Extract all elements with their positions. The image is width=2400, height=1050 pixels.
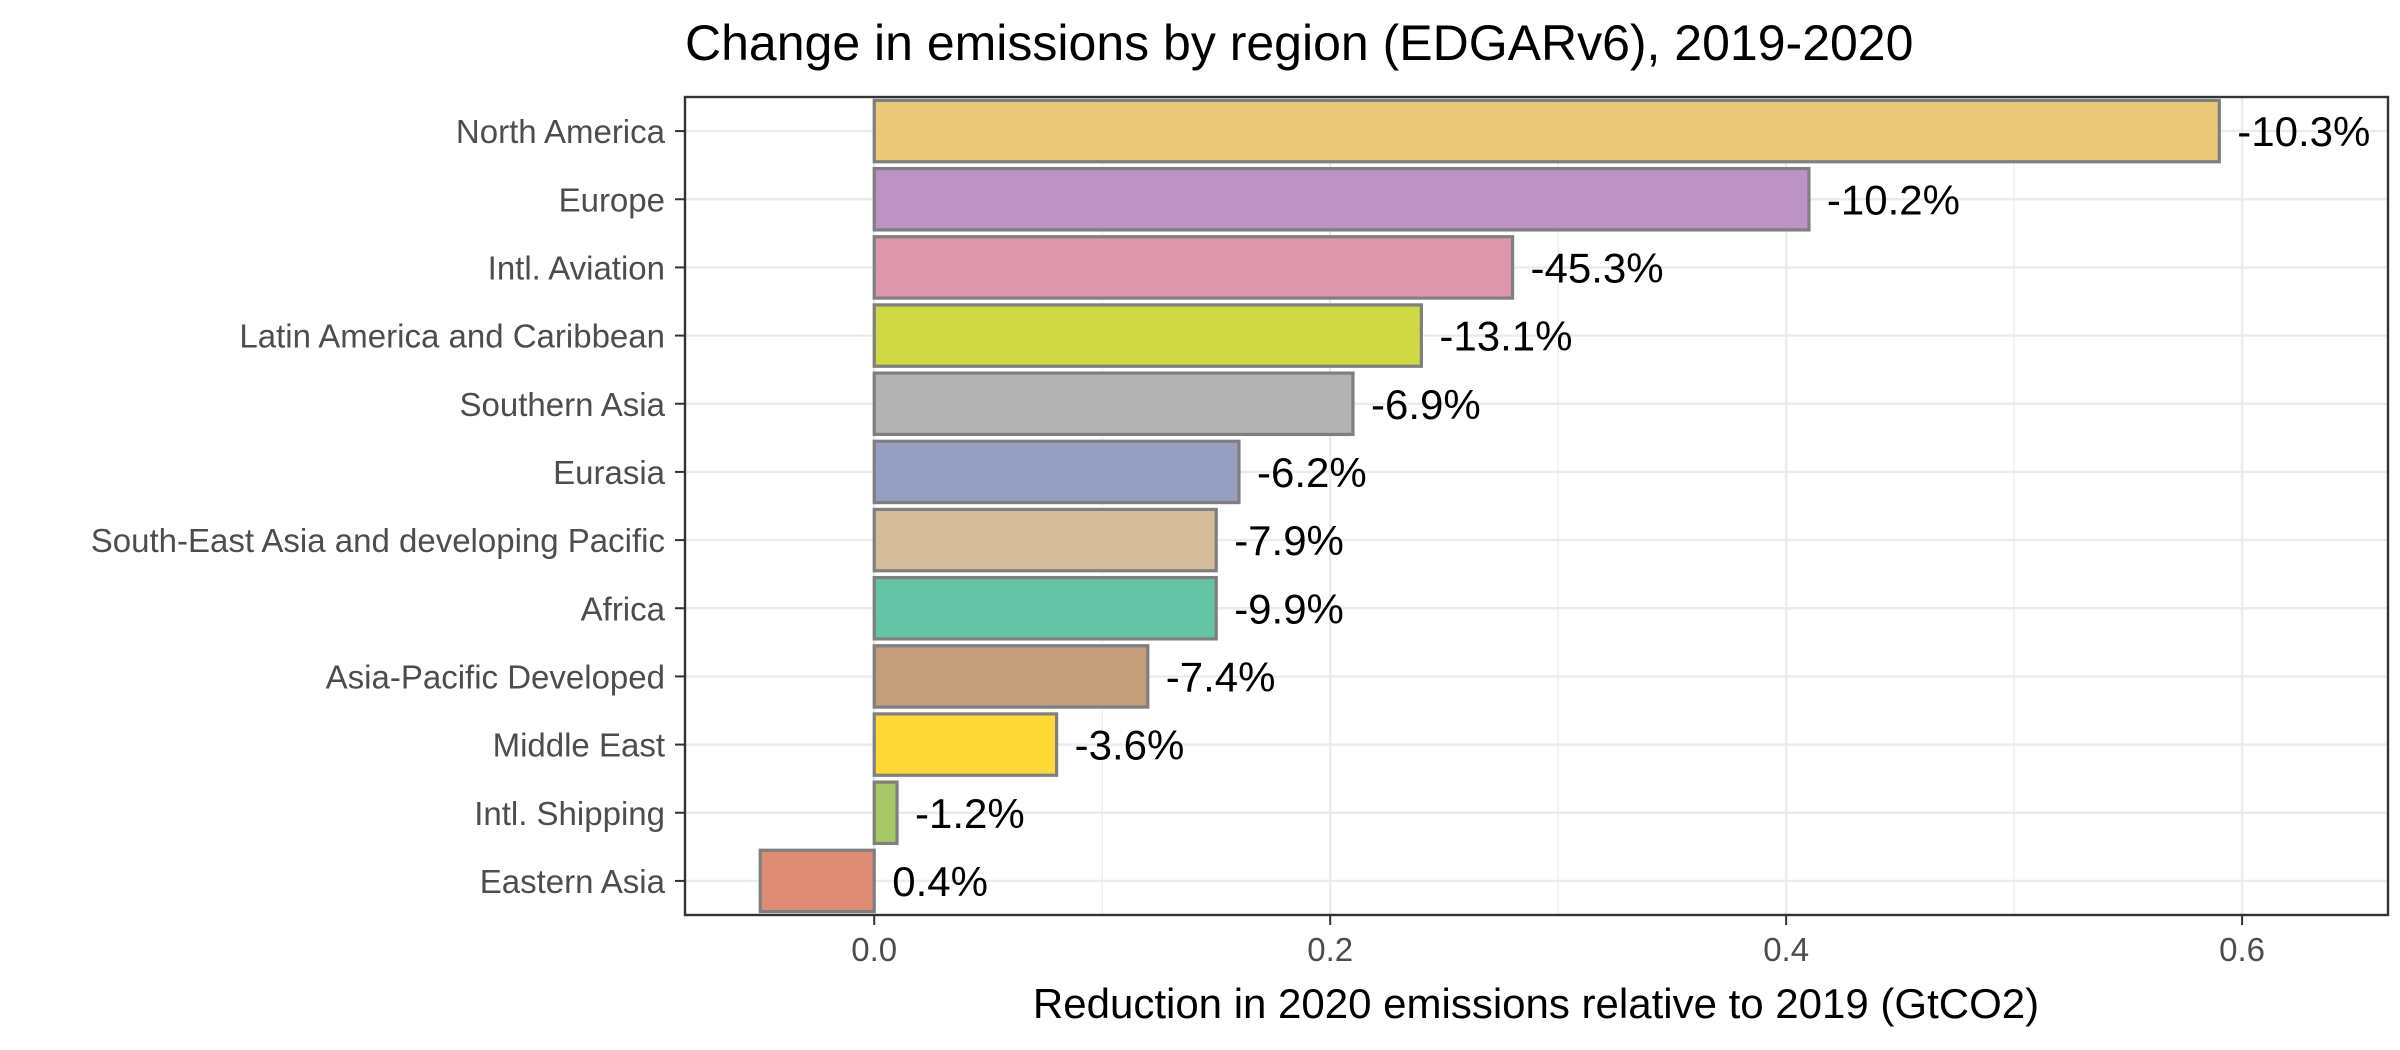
bar [872, 166, 1811, 232]
bar [872, 439, 1241, 505]
x-tick-label: 0.0 [851, 931, 897, 968]
bar [872, 644, 1150, 709]
x-axis: 0.0 0.2 0.4 0.6 [851, 915, 2265, 968]
x-axis-title: Reduction in 2020 emissions relative to … [1033, 980, 2039, 1027]
data-label: -13.1% [1439, 313, 1572, 360]
x-tick-label: 0.4 [1763, 931, 1809, 968]
chart-title: Change in emissions by region (EDGARv6),… [685, 15, 1913, 71]
data-label: -7.9% [1234, 517, 1344, 564]
y-tick-label: Eurasia [553, 454, 666, 491]
plot-panel [685, 97, 2388, 915]
bars [758, 98, 2221, 914]
y-tick-label: Southern Asia [460, 386, 666, 423]
data-label: -9.9% [1234, 585, 1344, 632]
data-labels: -10.3% -10.2% -45.3% -13.1% -6.9%-6.2% -7.9% -… [892, 108, 2370, 905]
y-tick-label: Intl. Shipping [474, 795, 665, 832]
y-tick-label: Africa [581, 590, 666, 627]
x-tick-label: 0.6 [2219, 931, 2265, 968]
y-tick-label: South-East Asia and developing Pacific [91, 522, 665, 559]
bar [872, 303, 1423, 368]
data-label: -3.6% [1075, 722, 1185, 769]
y-tick-label: North America [456, 113, 666, 150]
bar [872, 235, 1515, 300]
data-label: -7.4% [1166, 653, 1276, 700]
bar [872, 98, 2221, 164]
y-tick-label: Asia-Pacific Developed [326, 658, 665, 695]
bar [872, 780, 899, 846]
y-tick-label: Eastern Asia [480, 863, 666, 900]
y-tick-label: Latin America and Caribbean [239, 318, 665, 355]
data-label: -6.9% [1371, 381, 1481, 428]
bar [872, 371, 1355, 437]
y-axis: North America Europe Intl. Aviation Latin A… [91, 113, 685, 900]
bar [872, 575, 1218, 641]
bar [872, 712, 1059, 777]
data-label: -45.3% [1531, 244, 1664, 291]
data-label: -6.2% [1257, 449, 1367, 496]
data-label: 0.4% [892, 858, 988, 905]
plot-panel-border [683, 95, 2390, 917]
y-tick-label: Europe [559, 181, 665, 218]
x-tick-label: 0.2 [1307, 931, 1353, 968]
data-label: -10.3% [2237, 108, 2370, 155]
data-label: -10.2% [1827, 176, 1960, 223]
bar [758, 848, 876, 914]
bar [872, 507, 1218, 573]
y-tick-label: Intl. Aviation [488, 249, 665, 286]
y-tick-label: Middle East [493, 727, 665, 764]
data-label: -1.2% [915, 790, 1025, 837]
